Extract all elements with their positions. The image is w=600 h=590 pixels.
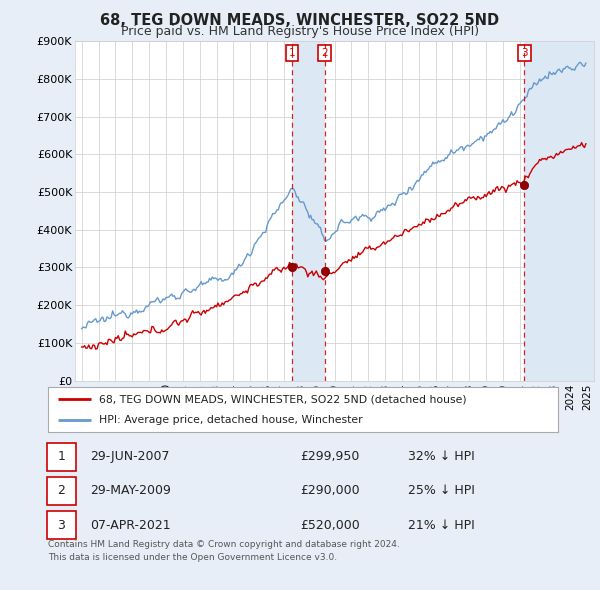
Text: 1: 1	[58, 450, 65, 463]
Text: Contains HM Land Registry data © Crown copyright and database right 2024.: Contains HM Land Registry data © Crown c…	[48, 540, 400, 549]
Text: £290,000: £290,000	[300, 484, 359, 497]
Text: 3: 3	[521, 48, 528, 58]
Bar	[524, 41, 594, 381]
Text: £520,000: £520,000	[300, 519, 360, 532]
Text: 25% ↓ HPI: 25% ↓ HPI	[408, 484, 475, 497]
Text: Price paid vs. HM Land Registry's House Price Index (HPI): Price paid vs. HM Land Registry's House …	[121, 25, 479, 38]
Text: £299,950: £299,950	[300, 450, 359, 463]
Text: 29-JUN-2007: 29-JUN-2007	[90, 450, 170, 463]
Bar	[292, 41, 325, 381]
Text: This data is licensed under the Open Government Licence v3.0.: This data is licensed under the Open Gov…	[48, 553, 337, 562]
Text: 2: 2	[321, 48, 328, 58]
Text: 68, TEG DOWN MEADS, WINCHESTER, SO22 5ND (detached house): 68, TEG DOWN MEADS, WINCHESTER, SO22 5ND…	[99, 394, 467, 404]
Text: 29-MAY-2009: 29-MAY-2009	[90, 484, 171, 497]
Text: HPI: Average price, detached house, Winchester: HPI: Average price, detached house, Winc…	[99, 415, 362, 425]
Text: 2: 2	[58, 484, 65, 497]
Text: 1: 1	[289, 48, 296, 58]
Text: 07-APR-2021: 07-APR-2021	[90, 519, 170, 532]
Text: 68, TEG DOWN MEADS, WINCHESTER, SO22 5ND: 68, TEG DOWN MEADS, WINCHESTER, SO22 5ND	[100, 13, 500, 28]
Text: 32% ↓ HPI: 32% ↓ HPI	[408, 450, 475, 463]
Text: 21% ↓ HPI: 21% ↓ HPI	[408, 519, 475, 532]
Text: 3: 3	[58, 519, 65, 532]
